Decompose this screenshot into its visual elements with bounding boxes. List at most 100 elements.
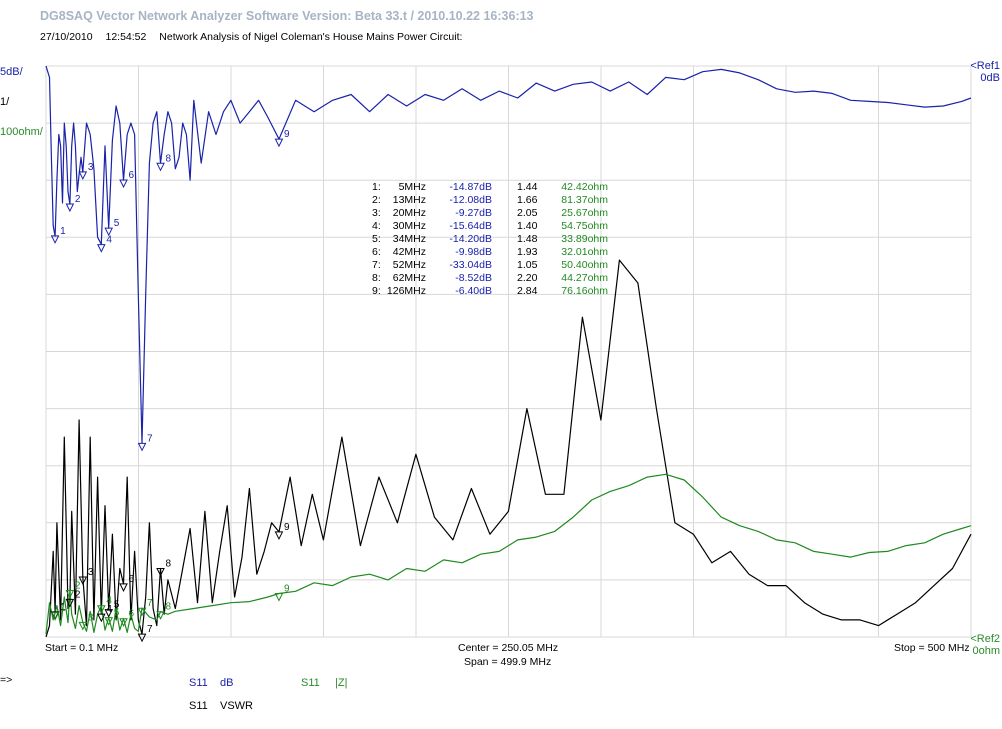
marker-table-cell: 33.89ohm <box>561 233 608 245</box>
span-frequency: Span = 499.9 MHz <box>464 656 552 668</box>
marker-number: 9 <box>284 584 290 595</box>
marker-number: 7 <box>147 624 153 635</box>
start-frequency: Start = 0.1 MHz <box>45 642 119 654</box>
marker-number: 5 <box>114 218 120 229</box>
marker-triangle <box>274 138 284 148</box>
marker-triangle <box>50 612 60 621</box>
marker-table-cell: 9: <box>372 285 381 297</box>
center-frequency: Center = 250.05 MHz <box>458 642 559 654</box>
chart-traces <box>45 65 972 638</box>
command-prompt[interactable]: => <box>0 674 13 686</box>
legend-param: S11 <box>301 677 320 689</box>
marker-triangle <box>137 607 147 617</box>
marker-triangle <box>97 244 106 253</box>
marker-table-cell: 25.67ohm <box>561 207 608 219</box>
marker-table-cell: 1.44 <box>517 181 538 193</box>
ref1-value: 0dB <box>980 72 1000 84</box>
marker-table-cell: 1.93 <box>517 246 538 258</box>
marker-table-cell: -9.27dB <box>455 207 492 219</box>
marker-number: 6 <box>129 574 135 585</box>
marker-table-cell: 2.84 <box>517 285 538 297</box>
marker-table-cell: 126MHz <box>387 285 426 297</box>
marker-table-cell: -14.20dB <box>449 233 492 245</box>
marker-table-cell: 76.16ohm <box>561 285 608 297</box>
marker-table-cell: 62MHz <box>393 272 426 284</box>
marker-number: 8 <box>166 602 172 613</box>
marker-table-cell: -33.04dB <box>449 259 492 271</box>
marker-table-cell: 7: <box>372 259 381 271</box>
marker-table: 1: 5MHz -14.87dB 1.44 42.42ohm 2: 13MHz -12.08d… <box>372 181 608 297</box>
marker-number: 1 <box>60 603 66 614</box>
marker-table-cell: 2: <box>372 194 381 206</box>
marker-table-cell: 1: <box>372 181 381 193</box>
marker-triangle <box>156 567 165 577</box>
marker-triangle <box>119 583 128 593</box>
marker-number: 8 <box>166 153 172 164</box>
marker-table-cell: 3: <box>372 207 381 219</box>
marker-table-cell: -15.64dB <box>449 220 492 232</box>
marker-number: 8 <box>166 558 172 569</box>
measurement-date: 27/10/2010 <box>40 31 93 43</box>
marker-table-cell: 32.01ohm <box>561 246 608 258</box>
chart-grid <box>45 65 972 638</box>
marker-table-cell: 30MHz <box>393 220 426 232</box>
marker-number: 3 <box>88 612 94 623</box>
marker-triangle <box>137 442 147 452</box>
marker-triangle <box>78 576 88 586</box>
ohm-scale-label: 100ohm/ <box>0 126 43 138</box>
legend-s11-z[interactable]: S11 |Z| <box>301 677 347 689</box>
marker-table-cell: 4: <box>372 220 381 232</box>
marker-table-cell: -12.08dB <box>449 194 492 206</box>
marker-number: 3 <box>88 162 94 173</box>
marker-triangle <box>274 593 284 602</box>
marker-triangle <box>104 609 114 618</box>
marker-table-cell: 1.48 <box>517 233 538 245</box>
marker-number: 5 <box>114 600 120 611</box>
marker-table-cell: 6: <box>372 246 381 258</box>
stop-frequency: Stop = 500 MHz <box>894 642 970 654</box>
marker-table-cell: 52MHz <box>393 259 426 271</box>
marker-triangle <box>65 598 75 608</box>
marker-table-cell: 42.42ohm <box>561 181 608 193</box>
marker-triangle <box>156 611 165 620</box>
marker-table-cell: 1.40 <box>517 220 538 232</box>
marker-triangle <box>274 531 284 541</box>
marker-triangle <box>50 235 60 244</box>
ref1-label: <Ref1 <box>970 60 1000 72</box>
marker-table-cell: 8: <box>372 272 381 284</box>
marker-table-cell: 20MHz <box>393 207 426 219</box>
app-title: DG8SAQ Vector Network Analyzer Software … <box>40 9 534 23</box>
marker-triangle <box>119 618 128 627</box>
marker-table-cell: 34MHz <box>393 233 426 245</box>
legend-s11-vswr[interactable]: S11 VSWR <box>189 700 253 712</box>
ref1-marker[interactable]: <Ref1 0dB <box>970 60 1000 84</box>
marker-number: 1 <box>60 602 66 613</box>
marker-triangle <box>104 617 114 626</box>
z-trace <box>45 473 972 635</box>
ref2-label: <Ref2 <box>970 633 1000 645</box>
legend-s11-db[interactable]: S11 dB <box>189 677 233 689</box>
marker-number: 1 <box>60 226 66 237</box>
marker-triangle <box>156 162 165 172</box>
vswr-trace <box>45 259 972 638</box>
legend-unit: dB <box>220 677 234 689</box>
ref2-marker[interactable]: <Ref2 0ohm <box>970 633 1000 657</box>
marker-table-cell: 54.75ohm <box>561 220 608 232</box>
measurement-time: 12:54:52 <box>105 31 147 43</box>
measurement-description: Network Analysis of Nigel Coleman's Hous… <box>159 31 463 43</box>
marker-number: 4 <box>106 235 112 246</box>
measurement-caption: 27/10/2010 12:54:52 Network Analysis of … <box>40 31 472 43</box>
marker-number: 6 <box>129 170 135 181</box>
marker-triangle <box>104 227 114 237</box>
db-trace <box>45 65 972 444</box>
marker-table-cell: 44.27ohm <box>561 272 608 284</box>
marker-table-cell: 13MHz <box>393 194 426 206</box>
marker-number: 4 <box>106 596 112 607</box>
marker-table-cell: -8.52dB <box>455 272 492 284</box>
marker-table-cell: 81.37ohm <box>561 194 608 206</box>
marker-table-cell: 1.05 <box>517 259 538 271</box>
vswr-scale-label: 1/ <box>0 96 10 108</box>
marker-triangle <box>65 590 75 599</box>
